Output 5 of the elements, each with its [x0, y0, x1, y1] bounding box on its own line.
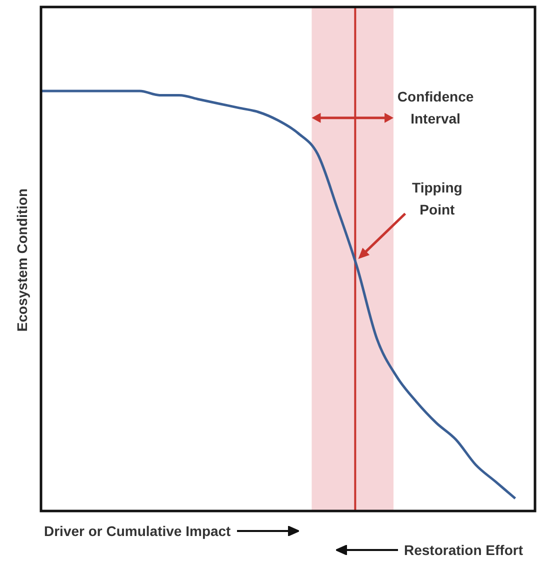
y-axis-title: Ecosystem Condition	[14, 188, 30, 332]
text: Restoration Effort	[404, 542, 523, 558]
annotation: Tipping Point	[412, 179, 462, 218]
annotation: Confidence Interval	[397, 88, 474, 127]
x-axis-title: Driver or Cumulative Impact	[44, 523, 231, 539]
